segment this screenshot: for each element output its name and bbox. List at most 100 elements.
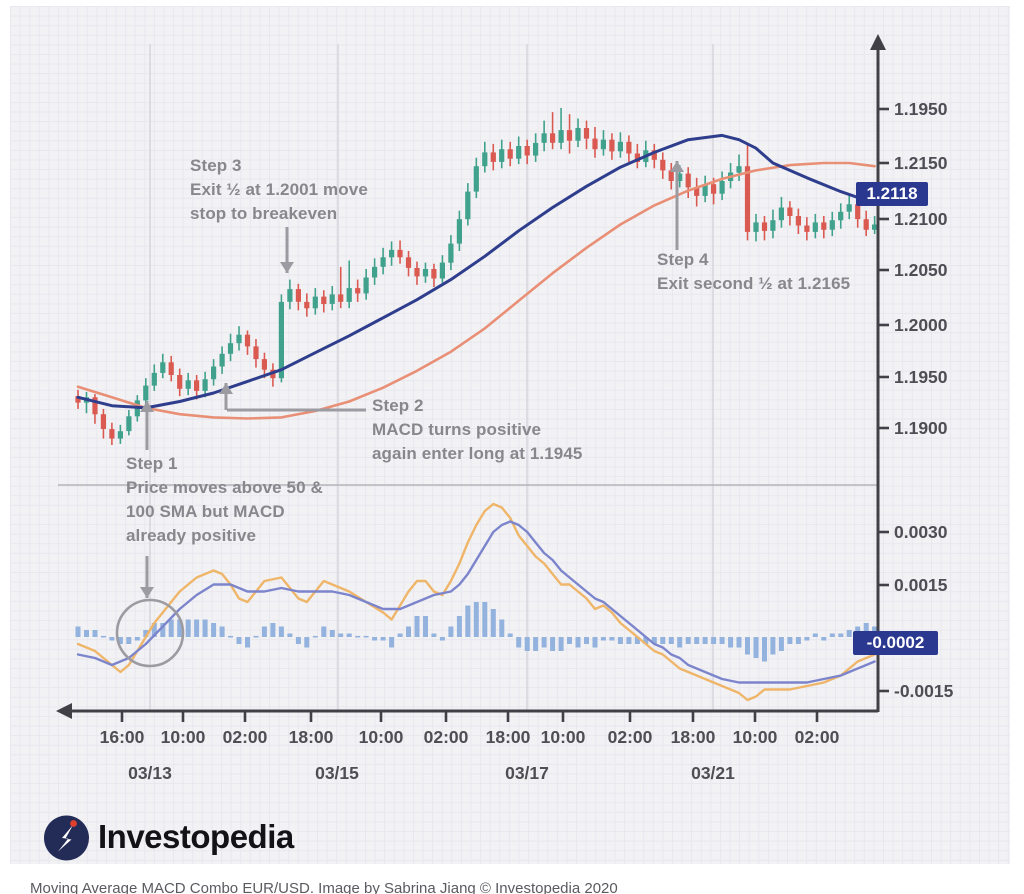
annotation-step2: Step 2 MACD turns positive again enter l… <box>372 394 582 466</box>
annotation-step1-line: Price moves above 50 & <box>126 478 323 497</box>
candle-body <box>541 133 547 143</box>
candle-body <box>295 289 301 302</box>
macd-histogram-bar <box>363 635 369 638</box>
macd-histogram-bar <box>770 637 776 655</box>
macd-histogram-bar <box>143 630 149 637</box>
candle-body <box>685 173 691 188</box>
candle-body <box>821 222 827 230</box>
candle-body <box>227 343 234 354</box>
candle-body <box>694 187 700 196</box>
candle-body <box>194 380 200 391</box>
axis-label: 1.1950 <box>894 99 948 119</box>
candle-body <box>117 431 123 439</box>
candle-body <box>431 269 437 279</box>
annotation-step3: Step 3 Exit ½ at 1.2001 move stop to bre… <box>190 154 368 226</box>
macd-histogram-bar <box>414 616 420 637</box>
axis-label: 1.1950 <box>894 367 948 387</box>
macd-histogram-bar <box>261 626 267 637</box>
time-label: 02:00 <box>222 727 268 747</box>
macd-histogram-bar <box>329 630 335 637</box>
macd-histogram-bar <box>634 637 640 644</box>
macd-histogram-bar <box>211 623 217 637</box>
candle-body <box>490 152 496 162</box>
last-price-badge: 1.2118 <box>856 182 928 206</box>
candle-body <box>872 224 878 230</box>
time-label: 10:00 <box>160 727 206 747</box>
macd-histogram-bar <box>694 637 700 644</box>
macd-histogram-bar <box>126 637 132 644</box>
macd-histogram-bar <box>778 637 784 651</box>
candle-body <box>838 211 844 221</box>
macd-histogram-bar <box>821 637 827 641</box>
candle-body <box>321 296 327 304</box>
macd-histogram-bar <box>168 619 174 637</box>
candle-body <box>211 366 217 380</box>
macd-histogram-bar <box>100 635 106 638</box>
candle-body <box>261 359 267 370</box>
annotation-step2-title: Step 2 <box>372 396 424 415</box>
candle-body <box>804 225 810 232</box>
macd-histogram-bar <box>762 637 767 662</box>
macd-histogram-bar <box>389 637 395 648</box>
macd-histogram-bar <box>753 637 759 658</box>
candle-body <box>448 243 454 263</box>
candle-body <box>143 385 149 401</box>
candle-body <box>363 277 369 294</box>
candle-body <box>651 150 657 160</box>
candle-body <box>829 220 835 230</box>
macd-histogram-bar <box>431 633 437 637</box>
macd-histogram-bar <box>321 626 327 637</box>
step4-arrow-up-head <box>670 161 684 172</box>
macd-histogram-bar <box>745 637 750 655</box>
annotation-step4-line: Exit second ½ at 1.2165 <box>657 274 851 293</box>
macd-histogram-bar <box>643 637 649 644</box>
macd-histogram-bar <box>92 630 98 637</box>
candle-body <box>592 138 598 150</box>
macd-histogram-bar <box>829 633 835 637</box>
date-label: 03/13 <box>128 763 172 783</box>
candle-body <box>422 269 429 277</box>
macd-histogram-bar <box>151 623 157 637</box>
candle-body <box>812 222 818 232</box>
candle-body <box>761 222 768 231</box>
candle-body <box>558 130 564 143</box>
candle-body <box>787 207 793 216</box>
candle-body <box>168 362 174 375</box>
candle-body <box>609 139 615 152</box>
time-label: 18:00 <box>485 727 531 747</box>
candle-body <box>575 128 581 141</box>
macd-histogram-bar <box>617 637 623 644</box>
macd-histogram-bar <box>567 637 572 644</box>
candle-body <box>287 289 293 302</box>
axis-label: -0.0015 <box>894 681 954 701</box>
candle-body <box>846 204 852 212</box>
date-label: 03/17 <box>505 763 549 783</box>
candle-body <box>660 159 666 171</box>
candle-body <box>219 353 225 367</box>
axis-label: 1.1900 <box>894 418 948 438</box>
time-label: 02:00 <box>794 727 840 747</box>
candle-body <box>855 204 861 220</box>
macd-histogram-bar <box>685 637 691 644</box>
candle-body <box>626 141 632 154</box>
candle-body <box>126 416 132 432</box>
macd-histogram-bar <box>711 637 717 644</box>
macd-histogram-bar <box>533 637 539 651</box>
macd-histogram-bar <box>456 616 462 637</box>
macd-histogram-bar <box>202 619 208 637</box>
candle-body <box>617 141 623 152</box>
y-axis-arrow-up <box>870 34 886 50</box>
time-label: 10:00 <box>358 727 404 747</box>
macd-histogram-bar <box>295 637 301 644</box>
macd-histogram-bar <box>660 637 666 644</box>
macd-histogram-bar <box>838 633 844 637</box>
macd-histogram-bar <box>270 623 276 637</box>
macd-histogram-bar <box>812 633 818 637</box>
axis-label: 1.2100 <box>894 209 948 229</box>
macd-signal-line <box>76 520 876 684</box>
candle-body <box>473 166 479 192</box>
candle-body <box>389 249 395 258</box>
annotation-step4-title: Step 4 <box>657 250 709 269</box>
candle-body <box>744 166 751 232</box>
